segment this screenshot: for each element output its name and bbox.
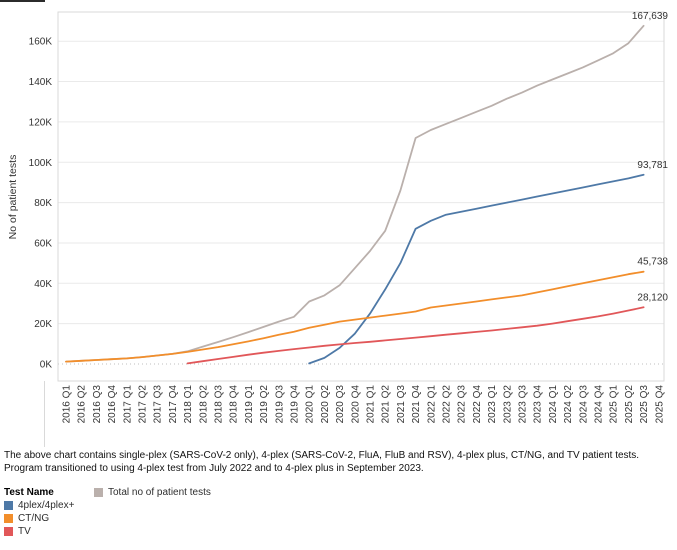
x-tick-label: 2018 Q1 [183, 385, 194, 424]
x-tick-label: 2023 Q1 [487, 385, 498, 424]
series-end-value-label: 167,639 [632, 11, 669, 22]
y-tick-label: 0K [40, 360, 53, 371]
legend-swatch-ctng-icon [4, 514, 13, 523]
x-tick-label: 2020 Q3 [335, 385, 346, 424]
x-tick-label: 2023 Q2 [502, 385, 513, 424]
x-tick-label: 2016 Q1 [62, 385, 73, 424]
legend-swatch-4plex-icon [4, 501, 13, 510]
x-tick-label: 2019 Q4 [290, 385, 301, 424]
legend-item-tv[interactable]: TV [4, 525, 94, 538]
series-end-value-label: 45,738 [637, 257, 668, 268]
x-tick-label: 2019 Q1 [244, 385, 255, 424]
y-tick-label: 60K [34, 238, 52, 249]
x-tick-label: 2022 Q1 [426, 385, 437, 424]
legend-column-2: Total no of patient tests [94, 486, 211, 538]
legend-item-label: CT/NG [18, 513, 50, 524]
series-line-4plex-4plex [308, 173, 645, 365]
y-tick-label: 80K [34, 198, 52, 209]
legend-item-label: Total no of patient tests [108, 487, 211, 498]
x-tick-label: 2024 Q1 [548, 385, 559, 424]
series-line-tv [186, 306, 645, 365]
top-left-border-artifact [0, 0, 45, 2]
y-axis-title: No of patient tests [7, 155, 19, 240]
x-tick-label: 2021 Q4 [411, 385, 422, 424]
x-tick-label: 2023 Q4 [533, 385, 544, 424]
x-tick-label: 2017 Q1 [122, 385, 133, 424]
x-tick-label: 2024 Q2 [563, 385, 574, 424]
legend-item-total[interactable]: Total no of patient tests [94, 486, 211, 499]
legend-swatch-tv-icon [4, 527, 13, 536]
x-tick-label: 2020 Q2 [320, 385, 331, 424]
legend-item-4plex[interactable]: 4plex/4plex+ [4, 499, 94, 512]
plot-border [57, 11, 665, 382]
x-tick-label: 2016 Q3 [92, 385, 103, 424]
x-tick-label: 2017 Q3 [153, 385, 164, 424]
x-tick-label: 2021 Q1 [366, 385, 377, 424]
legend: Test Name 4plex/4plex+ CT/NG TV Total no… [4, 486, 211, 538]
legend-title: Test Name [4, 487, 54, 498]
x-tick-label: 2017 Q4 [168, 385, 179, 424]
x-tick-label: 2021 Q3 [396, 385, 407, 424]
x-tick-label: 2025 Q2 [624, 385, 635, 424]
y-tick-label: 160K [29, 37, 53, 48]
x-tick-label: 2025 Q1 [609, 385, 620, 424]
caption-line-2: Program transitioned to using 4-plex tes… [4, 463, 424, 474]
caption-line-1: The above chart contains single-plex (SA… [4, 450, 640, 461]
chart: 0K 20K 40K 60K 80K 100K 120K 140K 160K 2016 Q1 201… [7, 11, 669, 424]
x-tick-label: 2019 Q3 [274, 385, 285, 424]
x-tick-label: 2022 Q4 [472, 385, 483, 424]
x-tick-label: 2025 Q3 [639, 385, 650, 424]
chart-caption: The above chart contains single-plex (SA… [4, 449, 677, 475]
x-tick-label: 2019 Q2 [259, 385, 270, 424]
y-tick-label: 140K [29, 77, 53, 88]
x-tick-label: 2024 Q4 [594, 385, 605, 424]
series-line-total-no-of-patient-tests [65, 24, 645, 363]
legend-item-ctng[interactable]: CT/NG [4, 512, 94, 525]
x-tick-label: 2018 Q3 [214, 385, 225, 424]
x-tick-label: 2022 Q3 [457, 385, 468, 424]
x-tick-label: 2022 Q2 [442, 385, 453, 424]
legend-item-label: TV [18, 526, 31, 537]
y-tick-label: 120K [29, 117, 53, 128]
series-line-ct-ng [65, 270, 645, 363]
x-tick-label: 2020 Q1 [305, 385, 316, 424]
series-end-value-label: 93,781 [637, 160, 668, 171]
legend-swatch-total-icon [94, 488, 103, 497]
x-tick-label: 2018 Q2 [198, 385, 209, 424]
x-tick-label: 2018 Q4 [229, 385, 240, 424]
x-tick-label: 2020 Q4 [350, 385, 361, 424]
y-tick-label: 40K [34, 279, 52, 290]
x-tick-label: 2021 Q2 [381, 385, 392, 424]
x-tick-label: 2023 Q3 [518, 385, 529, 424]
x-tick-label: 2024 Q3 [578, 385, 589, 424]
x-tick-label: 2017 Q2 [138, 385, 149, 424]
legend-item-label: 4plex/4plex+ [18, 500, 75, 511]
y-tick-label: 20K [34, 319, 52, 330]
axis-divider-line [44, 381, 45, 447]
x-tick-label: 2025 Q4 [654, 385, 665, 424]
series-end-value-label: 28,120 [637, 292, 668, 303]
legend-column-1: Test Name 4plex/4plex+ CT/NG TV [4, 486, 94, 538]
x-tick-label: 2016 Q4 [107, 385, 118, 424]
x-tick-label: 2016 Q2 [77, 385, 88, 424]
y-tick-label: 100K [29, 158, 53, 169]
